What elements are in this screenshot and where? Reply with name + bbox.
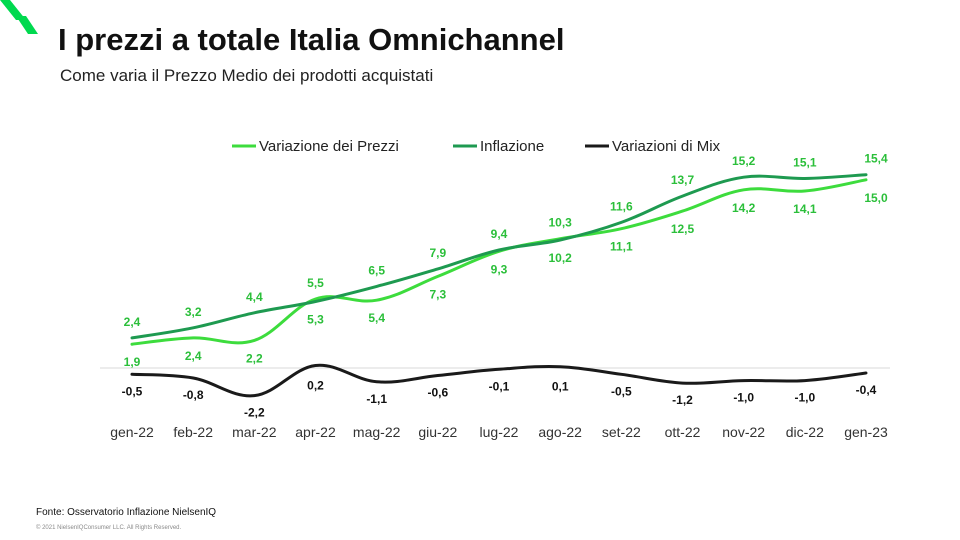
data-label-mix: 0,1 [552, 380, 569, 394]
logo-stripe-right [16, 16, 38, 34]
series-line-mix [130, 363, 868, 398]
data-label-prezzi: 12,5 [671, 222, 695, 236]
chart-legend: Variazione dei Prezzi Inflazione Variazion… [232, 138, 721, 155]
data-label-inflazione: 11,6 [610, 199, 633, 213]
data-label-prezzi: 15,0 [864, 191, 888, 205]
legend-label-mix: Variazioni di Mix [612, 138, 721, 155]
copyright-note: © 2021 NielsenIQConsumer LLC. All Rights… [36, 525, 182, 531]
data-label-prezzi: 2,2 [246, 351, 263, 365]
x-tick-label: dic-22 [786, 424, 824, 440]
data-label-mix: -0,6 [427, 386, 448, 400]
data-label-mix: -1,0 [733, 391, 754, 405]
x-tick-label: set-22 [602, 424, 641, 440]
nielseniq-logo [0, 0, 38, 34]
data-label-mix: -0,5 [122, 384, 143, 398]
data-label-prezzi: 7,3 [429, 287, 446, 301]
data-label-inflazione: 15,2 [732, 154, 756, 168]
data-label-inflazione: 15,4 [864, 152, 888, 166]
page-title: I prezzi a totale Italia Omnichannel [58, 22, 565, 57]
data-label-prezzi: 14,1 [793, 202, 817, 216]
data-label-mix: 0,2 [307, 378, 324, 392]
data-label-inflazione: 13,7 [671, 173, 695, 187]
data-labels: 2,4 1,9 -0,5 3,2 2,4 -0,8 4,4 2,2 -2,2 5,3 5,5 0,2 6… [122, 152, 888, 420]
legend-label-prezzi: Variazione dei Prezzi [259, 138, 399, 155]
data-label-prezzi: 1,9 [124, 355, 141, 369]
data-label-prezzi: 2,4 [185, 349, 202, 363]
series-line-inflazione [130, 173, 868, 340]
data-label-inflazione: 6,5 [368, 263, 385, 277]
data-label-prezzi: 5,5 [307, 276, 324, 290]
data-label-inflazione: 7,9 [429, 246, 446, 260]
x-tick-label: apr-22 [295, 424, 336, 440]
x-tick-label: giu-22 [418, 424, 457, 440]
source-note: Fonte: Osservatorio Inflazione NielsenIQ [36, 507, 217, 518]
series-line-prezzi [130, 178, 868, 346]
data-label-mix: -0,8 [183, 388, 204, 402]
data-label-inflazione: 5,3 [307, 312, 324, 326]
logo-stripe-left [0, 0, 26, 20]
data-label-prezzi: 11,1 [610, 240, 633, 254]
data-label-inflazione: 2,4 [124, 315, 141, 329]
legend-label-inflazione: Inflazione [480, 138, 544, 155]
data-label-mix: -0,5 [611, 384, 632, 398]
series-lines [130, 173, 868, 398]
data-label-mix: -2,2 [244, 406, 265, 420]
data-label-prezzi: 10,3 [548, 216, 572, 230]
data-label-mix: -1,2 [672, 393, 693, 407]
data-label-inflazione: 4,4 [246, 290, 263, 304]
x-tick-label: ott-22 [665, 424, 701, 440]
data-label-inflazione: 15,1 [793, 155, 817, 169]
x-tick-label: gen-23 [844, 424, 888, 440]
data-label-prezzi: 5,4 [368, 311, 385, 325]
x-tick-label: nov-22 [722, 424, 765, 440]
x-tick-label: ago-22 [538, 424, 582, 440]
data-label-mix: -1,0 [794, 391, 815, 405]
data-label-prezzi: 9,3 [491, 262, 508, 276]
data-label-inflazione: 10,2 [548, 251, 572, 265]
data-label-mix: -0,4 [856, 383, 877, 397]
data-label-inflazione: 3,2 [185, 305, 202, 319]
data-label-mix: -1,1 [366, 392, 387, 406]
data-label-mix: -0,1 [489, 379, 510, 393]
x-tick-label: mag-22 [353, 424, 401, 440]
x-tick-label: lug-22 [480, 424, 519, 440]
x-tick-label: gen-22 [110, 424, 154, 440]
page-subtitle: Come varia il Prezzo Medio dei prodotti … [60, 66, 434, 85]
data-label-prezzi: 14,2 [732, 201, 756, 215]
x-tick-label: mar-22 [232, 424, 277, 440]
x-tick-label: feb-22 [173, 424, 213, 440]
data-label-inflazione: 9,4 [491, 227, 508, 241]
x-axis-ticks: gen-22 feb-22 mar-22 apr-22 mag-22 giu-22 lug-… [110, 424, 888, 440]
